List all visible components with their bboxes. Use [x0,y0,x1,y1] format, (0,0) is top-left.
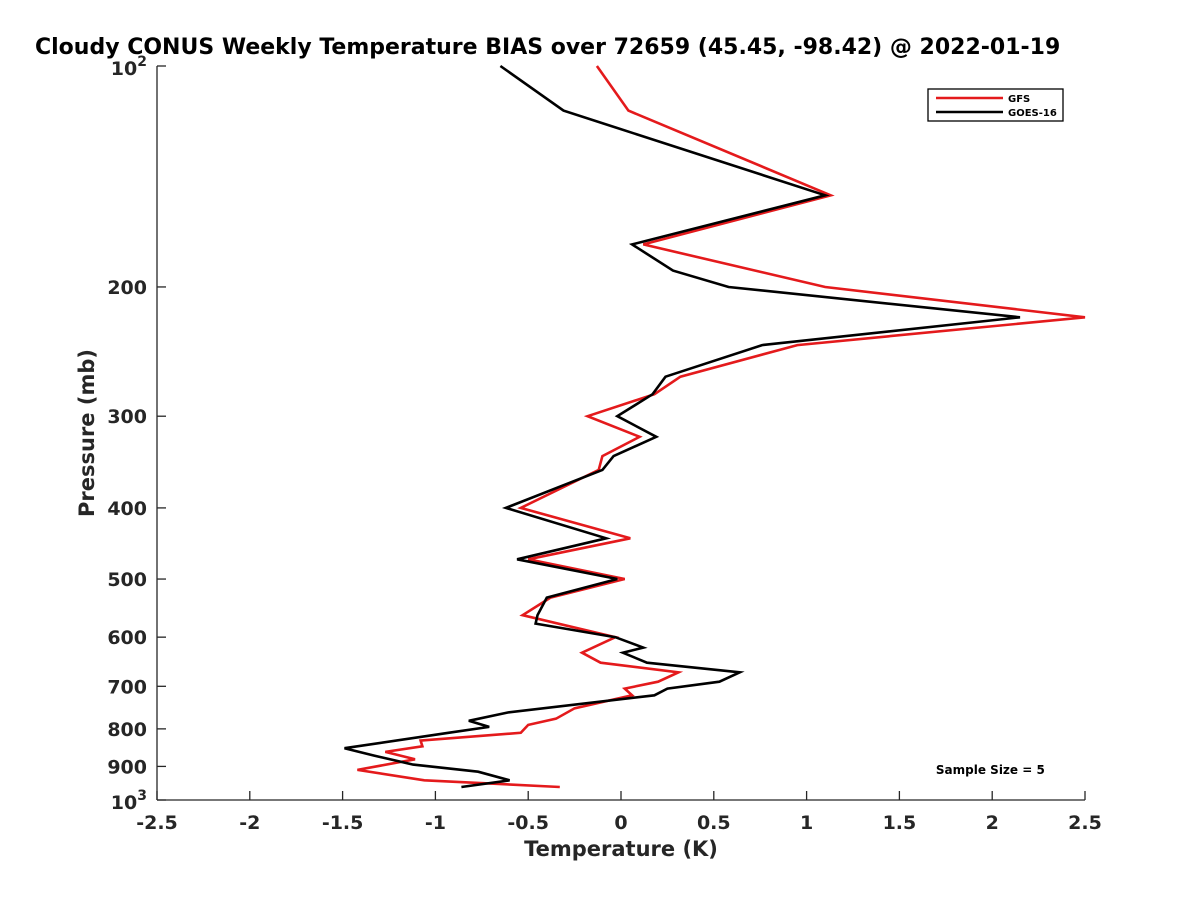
x-tick-label: 1.5 [883,812,917,834]
annotations: Sample Size = 5 [936,763,1045,777]
x-tick-label: 2 [986,812,999,834]
y-tick-label: 900 [107,756,147,778]
x-tick-label: -1 [425,812,446,834]
y-tick-label: 200 [107,277,147,299]
y-tick-label: 800 [107,719,147,741]
x-tick-label: -2.5 [136,812,178,834]
y-tick-label: 700 [107,676,147,698]
legend: GFS GOES-16 [927,88,1064,122]
x-tick-label: 0.5 [697,812,731,834]
y-tick-label: 500 [107,569,147,591]
y-tick-label: 102 [111,54,147,80]
x-tick-label: 2.5 [1068,812,1102,834]
x-tick-label: -1.5 [322,812,364,834]
legend-label-goes-16: GOES-16 [1008,108,1057,119]
plot-area: -2.5 -2 -1.5 -1 -0.5 0 0.5 1 1.5 2 2.5 200 300 400 500… [107,54,1102,834]
x-tick-label: -0.5 [507,812,549,834]
x-tick-label: 1 [800,812,813,834]
legend-label-gfs: GFS [1008,94,1030,105]
x-axis-label: Temperature (K) [524,837,718,861]
sample-size-annotation: Sample Size = 5 [936,763,1045,777]
y-tick-label: 600 [107,627,147,649]
y-tick-label: 300 [107,406,147,428]
series-line-gfs [357,65,1086,789]
legend-box [927,88,1064,122]
y-axis-label: Pressure (mb) [75,349,99,517]
series-line-goes-16 [344,64,1021,789]
x-tick-label: -2 [239,812,260,834]
chart-title: Cloudy CONUS Weekly Temperature BIAS ove… [35,35,1060,60]
y-tick-label: 103 [111,788,147,814]
x-tick-label: 0 [614,812,627,834]
y-tick-label: 400 [107,498,147,520]
